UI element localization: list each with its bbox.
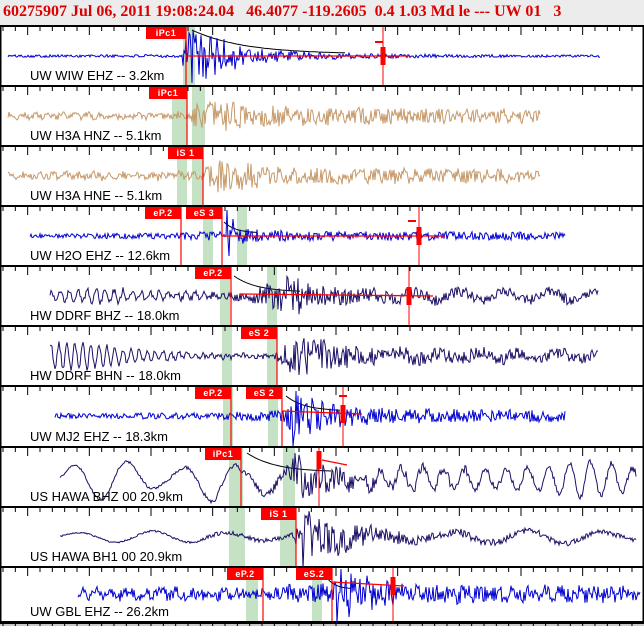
waveform-trace <box>49 274 599 315</box>
event-summary-title: 60275907 Jul 06, 2011 19:08:24.04 46.407… <box>0 0 644 25</box>
pick-flag[interactable]: eS 2 <box>241 327 277 339</box>
waveform-trace <box>29 209 566 257</box>
bottom-gray-strip <box>0 624 644 626</box>
pick-flag[interactable]: eP.2 <box>195 267 231 279</box>
pick-flag[interactable]: eP.2 <box>145 207 181 219</box>
trace-label: HW DDRF BHN -- 18.0km <box>30 368 181 383</box>
trace-label: UW MJ2 EHZ -- 18.3km <box>30 429 168 444</box>
phase-window-band <box>229 508 245 566</box>
trace-label: UW H3A HNE -- 5.1km <box>30 188 163 203</box>
waveform-trace <box>59 511 637 570</box>
pick-flag[interactable]: iS 1 <box>261 508 296 520</box>
coda-decay-curve <box>326 577 352 589</box>
waveform-trace <box>7 160 541 193</box>
pick-flag[interactable]: eS 3 <box>186 207 222 219</box>
trace-label: UW WIW EHZ -- 3.2km <box>30 68 165 83</box>
waveform-trace <box>7 100 541 132</box>
row-separator <box>0 265 644 267</box>
pick-flag[interactable]: iPc1 <box>149 87 187 99</box>
trace-label: UW H3A HNZ -- 5.1km <box>30 128 162 143</box>
row-separator <box>0 385 644 387</box>
right-border <box>642 25 644 624</box>
left-border <box>0 25 2 624</box>
phase-window-band <box>229 448 243 506</box>
trace-label: US HAWA BHZ 00 20.9km <box>30 489 183 504</box>
pick-flag[interactable]: iS 1 <box>168 147 203 159</box>
pick-flag[interactable]: iPc1 <box>146 27 186 39</box>
row-separator <box>0 145 644 147</box>
trace-label: UW H2O EHZ -- 12.6km <box>30 248 171 263</box>
trace-label: UW GBL EHZ -- 26.2km <box>30 604 169 619</box>
waveform-trace <box>54 390 566 447</box>
waveform-trace <box>49 338 599 376</box>
waveform-trace <box>77 568 641 625</box>
pick-flag[interactable]: eP.2 <box>227 568 263 580</box>
row-separator <box>0 325 644 327</box>
waveform-trace <box>7 30 600 83</box>
trace-label: HW DDRF BHZ -- 18.0km <box>30 308 180 323</box>
phase-window-band <box>192 87 205 145</box>
coda-fit-line <box>281 410 363 415</box>
pick-flag[interactable]: eP.2 <box>195 387 231 399</box>
trace-label: US HAWA BH1 00 20.9km <box>30 549 183 564</box>
phase-window-band <box>283 448 295 506</box>
row-separator <box>0 205 644 207</box>
phase-window-band <box>177 147 187 205</box>
coda-decay-curve <box>191 29 346 54</box>
row-separator <box>0 85 644 87</box>
coda-tick-dash <box>408 220 416 222</box>
coda-fit-line <box>321 459 348 466</box>
row-separator <box>0 506 644 508</box>
coda-fit-line <box>239 293 434 297</box>
pick-flag[interactable]: iPc1 <box>205 448 241 460</box>
row-separator <box>0 566 644 568</box>
coda-decay-curve <box>285 395 341 411</box>
waveform-trace <box>59 453 637 505</box>
pick-flag[interactable]: eS 2 <box>246 387 282 399</box>
bottom-border <box>0 621 644 624</box>
phase-window-band <box>192 147 203 205</box>
phase-window-band <box>223 387 233 446</box>
pick-flag[interactable]: eS.2 <box>296 568 332 580</box>
coda-tick-dash <box>375 41 383 43</box>
row-separator <box>0 25 644 27</box>
phase-window-band <box>172 87 187 145</box>
phase-window-band <box>280 508 296 566</box>
row-separator <box>0 446 644 448</box>
